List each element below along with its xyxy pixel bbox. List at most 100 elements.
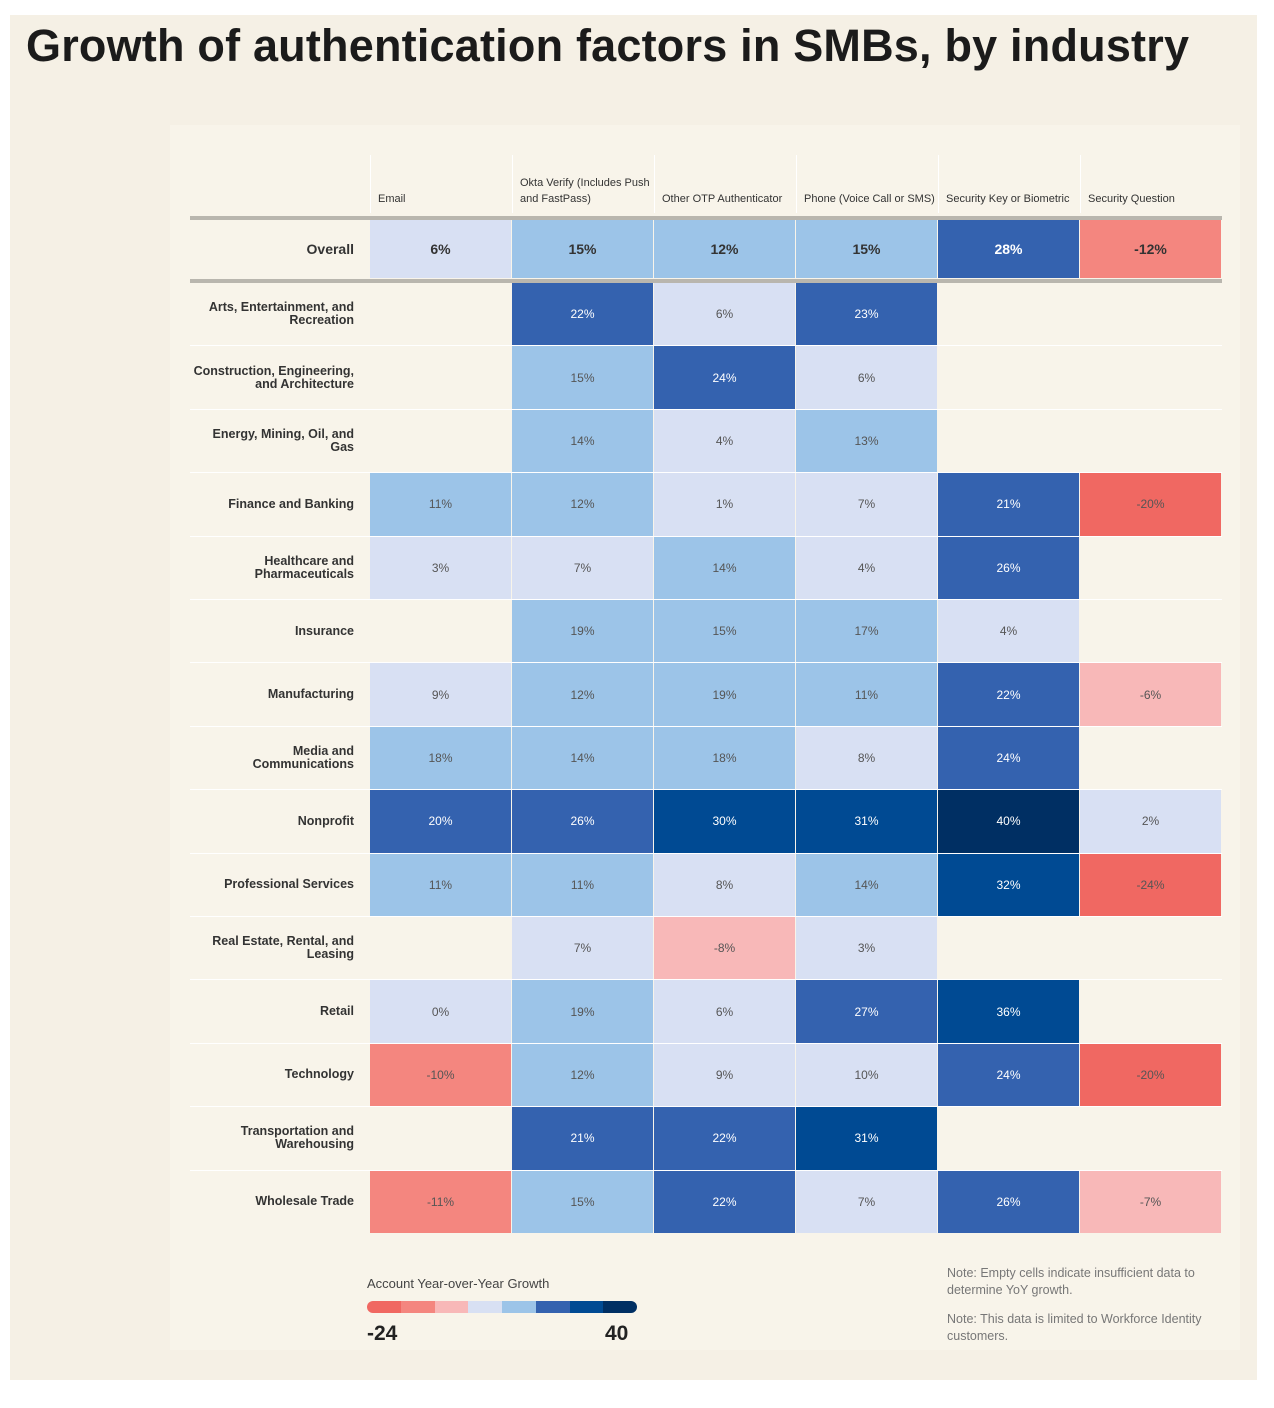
heatmap-cell: 9% bbox=[370, 663, 511, 726]
heatmap-cell: 7% bbox=[512, 536, 653, 599]
heatmap-cell: 4% bbox=[654, 409, 795, 473]
heatmap-cell: 4% bbox=[938, 600, 1079, 663]
row-label: Manufacturing bbox=[267, 687, 354, 702]
row-divider bbox=[190, 599, 1222, 600]
row-divider bbox=[190, 916, 1222, 917]
heatmap-cell: 6% bbox=[654, 980, 795, 1043]
heatmap-cell: 12% bbox=[654, 220, 795, 278]
heatmap-cell: 26% bbox=[938, 536, 1079, 599]
row-label: Insurance bbox=[294, 623, 354, 638]
heatmap-cell: 15% bbox=[796, 220, 937, 278]
heatmap-cell: 11% bbox=[512, 853, 653, 916]
row-label: Arts, Entertainment, and Recreation bbox=[208, 300, 354, 328]
heatmap-cell: -12% bbox=[1080, 220, 1221, 278]
note-empty-cells: Note: Empty cells indicate insufficient … bbox=[947, 1266, 1195, 1297]
heatmap-cell: 15% bbox=[512, 346, 653, 409]
heatmap-cell: 20% bbox=[370, 790, 511, 853]
heatmap-cell: 21% bbox=[512, 1107, 653, 1170]
heatmap-cell: 3% bbox=[370, 536, 511, 599]
heatmap-cell: 23% bbox=[796, 283, 937, 346]
note-workforce: Note: This data is limited to Workforce … bbox=[947, 1312, 1202, 1343]
heatmap-cell: 30% bbox=[654, 790, 795, 853]
heatmap-cell: 17% bbox=[796, 600, 937, 663]
legend-swatch bbox=[367, 1301, 401, 1313]
heatmap-cell: -7% bbox=[1080, 1170, 1221, 1233]
row-divider bbox=[190, 535, 1222, 537]
column-header: Okta Verify (Includes Push and FastPass) bbox=[512, 155, 654, 213]
heatmap-cell: 24% bbox=[654, 346, 795, 409]
heatmap-cell: 18% bbox=[370, 726, 511, 790]
row-label: Real Estate, Rental, and Leasing bbox=[212, 934, 354, 962]
legend-min-label: -24 bbox=[367, 1322, 398, 1345]
heatmap-cell: 1% bbox=[654, 473, 795, 536]
column-header: Email bbox=[370, 155, 512, 213]
heatmap-cell: -11% bbox=[370, 1170, 511, 1233]
heatmap-cell: -10% bbox=[370, 1043, 511, 1107]
row-divider bbox=[190, 852, 1222, 854]
row-divider bbox=[190, 345, 1222, 347]
row-divider bbox=[190, 1042, 1222, 1044]
row-label-overall: Overall bbox=[306, 240, 354, 257]
column-header: Phone (Voice Call or SMS) bbox=[796, 155, 938, 213]
row-divider bbox=[190, 725, 1222, 727]
row-divider bbox=[190, 979, 1222, 981]
row-label: Professional Services bbox=[224, 877, 354, 892]
heatmap-cell: 11% bbox=[370, 473, 511, 536]
legend-title: Account Year-over-Year Growth bbox=[367, 1276, 550, 1291]
row-label: Media and Communications bbox=[252, 743, 354, 771]
row-label: Technology bbox=[284, 1067, 354, 1082]
heatmap-cell: 9% bbox=[654, 1043, 795, 1107]
heatmap-cell: 14% bbox=[796, 853, 937, 916]
heatmap-cell: 7% bbox=[796, 473, 937, 536]
row-label: Transportation and Warehousing bbox=[240, 1124, 354, 1152]
heatmap-cell: 24% bbox=[938, 726, 1079, 790]
column-header: Security Key or Biometric bbox=[938, 155, 1080, 213]
chart-title: Growth of authentication factors in SMBs… bbox=[26, 20, 1190, 71]
heatmap-cell: -20% bbox=[1080, 1043, 1221, 1107]
heatmap-cell: 22% bbox=[654, 1107, 795, 1170]
heatmap-cell: 8% bbox=[654, 853, 795, 916]
heatmap-cell: 22% bbox=[938, 663, 1079, 726]
heatmap-cell: 27% bbox=[796, 980, 937, 1043]
heatmap-cell: 15% bbox=[512, 220, 653, 278]
heatmap-cell: -6% bbox=[1080, 663, 1221, 726]
heatmap-cell: 6% bbox=[796, 346, 937, 409]
legend-swatch bbox=[434, 1301, 469, 1313]
heatmap-cell: 0% bbox=[370, 980, 511, 1043]
legend-swatch bbox=[468, 1301, 502, 1313]
heatmap-cell: 14% bbox=[512, 409, 653, 473]
row-label: Healthcare and Pharmaceuticals bbox=[254, 553, 354, 581]
heatmap-cell: 8% bbox=[796, 726, 937, 790]
heatmap-cell: 32% bbox=[938, 853, 1079, 916]
heatmap-cell: 15% bbox=[654, 600, 795, 663]
heatmap-cell: 14% bbox=[512, 726, 653, 790]
legend-swatch bbox=[603, 1301, 637, 1313]
heatmap-cell: 15% bbox=[512, 1170, 653, 1233]
heatmap-cell: 31% bbox=[796, 1107, 937, 1170]
heatmap-cell: 11% bbox=[796, 663, 937, 726]
row-divider bbox=[190, 1106, 1222, 1108]
column-header: Security Question bbox=[1080, 155, 1222, 213]
heatmap-cell: 12% bbox=[512, 473, 653, 536]
heatmap-cell: 3% bbox=[796, 917, 937, 980]
column-header: Other OTP Authenticator bbox=[654, 155, 796, 213]
heatmap-cell: 21% bbox=[938, 473, 1079, 536]
header-rule bbox=[190, 216, 1222, 220]
overall-rule bbox=[190, 279, 1222, 283]
heatmap-cell: 19% bbox=[512, 600, 653, 663]
heatmap-cell: 28% bbox=[938, 220, 1079, 278]
heatmap-cell: 26% bbox=[512, 790, 653, 853]
row-divider bbox=[190, 408, 1222, 410]
heatmap-cell: 4% bbox=[796, 536, 937, 599]
heatmap-cell: 12% bbox=[512, 663, 653, 726]
heatmap-cell: 6% bbox=[370, 220, 511, 278]
heatmap-cell: 7% bbox=[512, 917, 653, 980]
legend-swatch bbox=[569, 1301, 604, 1313]
heatmap-cell: -24% bbox=[1080, 853, 1221, 916]
legend-color-bar bbox=[367, 1301, 637, 1313]
heatmap-cell: 10% bbox=[796, 1043, 937, 1107]
heatmap-cell: 24% bbox=[938, 1043, 1079, 1107]
heatmap-cell: 13% bbox=[796, 409, 937, 473]
row-divider bbox=[190, 472, 1222, 474]
row-label: Wholesale Trade bbox=[255, 1194, 354, 1209]
